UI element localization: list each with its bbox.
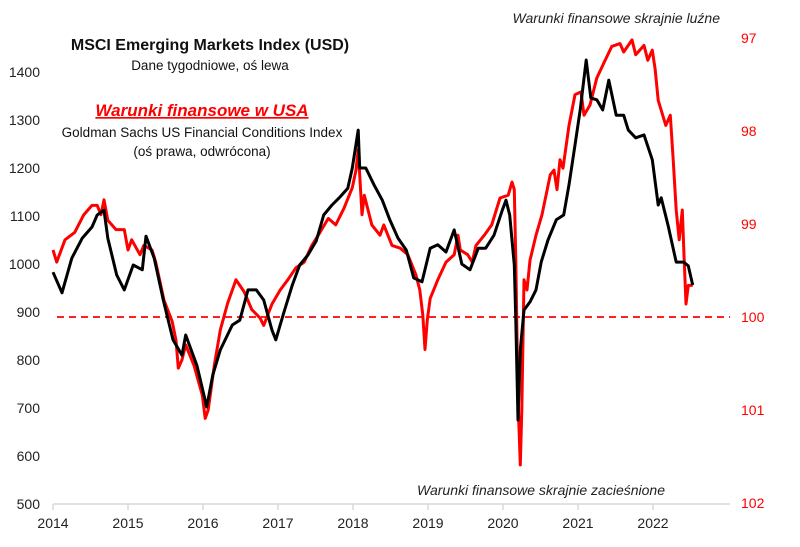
y-left-tick-label: 700 (17, 400, 41, 416)
x-tick-label: 2014 (37, 515, 68, 531)
y-left-tick-label: 1400 (9, 64, 40, 80)
y-right-axis-ticks: 97 98 99 100 101 102 (741, 30, 765, 511)
x-tick-label: 2021 (562, 515, 593, 531)
y-left-tick-label: 800 (17, 352, 41, 368)
chart-subtitle: Dane tygodniowe, oś lewa (131, 58, 289, 73)
y-left-tick-label: 600 (17, 448, 41, 464)
x-tick-label: 2020 (487, 515, 518, 531)
y-left-tick-label: 1100 (10, 208, 40, 224)
y-left-tick-label: 500 (17, 496, 41, 512)
y-left-tick-label: 1300 (9, 112, 40, 128)
x-tick-label: 2015 (112, 515, 143, 531)
y-left-tick-label: 900 (17, 304, 41, 320)
x-axis-ticks: 2014 2015 2016 2017 2018 2019 2020 2021 2022 (37, 504, 669, 531)
y-right-tick-label: 98 (741, 123, 757, 139)
y-right-tick-label: 100 (741, 309, 765, 325)
y-left-tick-label: 1000 (9, 256, 40, 272)
series2-note: (oś prawa, odwrócona) (133, 144, 270, 159)
series2-title: Warunki finansowe w USA (95, 101, 308, 120)
annotation-top: Warunki finansowe skrajnie luźne (512, 10, 720, 26)
x-tick-label: 2016 (187, 515, 218, 531)
msci-em-line (51, 58, 695, 422)
y-left-tick-label: 1200 (9, 160, 40, 176)
x-tick-label: 2022 (637, 515, 668, 531)
x-tick-label: 2019 (412, 515, 443, 531)
series-layer (51, 38, 695, 467)
y-right-tick-label: 99 (741, 216, 757, 232)
chart-title: MSCI Emerging Markets Index (USD) (71, 37, 349, 54)
y-right-tick-label: 97 (741, 30, 757, 46)
y-right-tick-label: 102 (741, 495, 765, 511)
series2-subtitle: Goldman Sachs US Financial Conditions In… (62, 125, 343, 140)
y-left-axis-ticks: 500 600 700 800 900 1000 1100 1200 1300 1400 (9, 64, 40, 512)
x-tick-label: 2017 (262, 515, 293, 531)
annotation-bottom: Warunki finansowe skrajnie zacieśnione (417, 482, 665, 498)
y-right-tick-label: 101 (741, 402, 765, 418)
x-tick-label: 2018 (337, 515, 368, 531)
gs-fci-line (51, 38, 693, 467)
